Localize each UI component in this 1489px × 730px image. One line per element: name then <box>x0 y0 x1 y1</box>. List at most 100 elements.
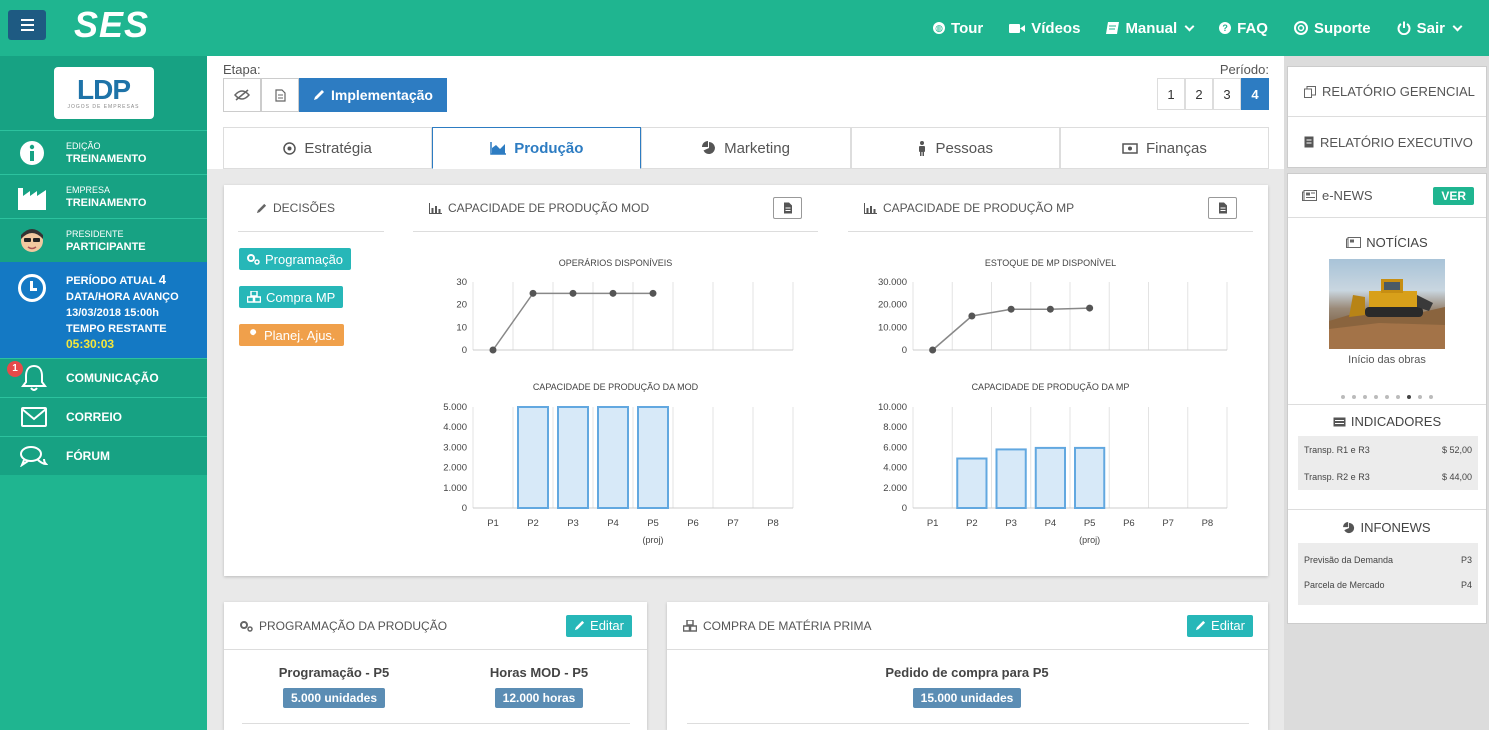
indicadores-header: INDICADORES <box>1288 414 1486 429</box>
news-image-bulldozer[interactable] <box>1329 259 1445 349</box>
compra-edit-button[interactable]: Editar <box>1187 614 1253 637</box>
sidebar-link-correio[interactable]: CORREIO <box>0 397 207 436</box>
chart-y-tick-label: 2.000 <box>883 483 907 494</box>
cogs-icon <box>247 254 260 265</box>
tab-estrategia[interactable]: Estratégia <box>223 127 433 168</box>
tab-pessoas[interactable]: Pessoas <box>850 127 1060 168</box>
infonews-header: INFONEWS <box>1288 520 1486 535</box>
video-icon <box>1009 23 1026 33</box>
chart-capacidade-mod-title: CAPACIDADE DE PRODUÇÃO DA MOD <box>532 382 699 392</box>
chart-bar <box>597 406 629 509</box>
chart-x-tick-label: P3 <box>567 518 579 529</box>
chart-bar <box>517 406 549 509</box>
chart-x-tick-label: P3 <box>1005 518 1017 529</box>
chart-y-tick-label: 10 <box>456 322 467 333</box>
period-label: PERÍODO ATUAL <box>66 275 156 287</box>
periodo-option-4[interactable]: 4 <box>1241 78 1269 110</box>
chart-x-tick-label: P5 <box>647 518 659 529</box>
indicadores-table: Transp. R1 e R3 $ 52,00 Transp. R2 e R3 $ … <box>1298 436 1478 490</box>
sidebar-link-comunicacao[interactable]: 1 COMUNICAÇÃO <box>0 358 207 397</box>
chart-x-tick-label: P4 <box>607 518 619 529</box>
periodo-option-2[interactable]: 2 <box>1185 78 1213 110</box>
etapa-active-label: Implementação <box>331 87 433 103</box>
infonews-value: P3 <box>1460 554 1472 565</box>
company-logo[interactable]: LDP JOGOS DE EMPRESAS <box>53 67 154 119</box>
carousel-dot[interactable] <box>1374 395 1378 399</box>
tab-marketing[interactable]: Marketing <box>641 127 851 168</box>
infonews-table: Previsão da Demanda P3 Parcela de Mercado… <box>1298 543 1478 605</box>
chart-y-tick-label: 2.000 <box>443 463 467 474</box>
chart-x-tick-label: P7 <box>727 518 739 529</box>
infonews-label: Parcela de Mercado <box>1304 579 1385 590</box>
chart-mp-document-button[interactable] <box>1208 197 1237 219</box>
programacao-button[interactable]: Programação <box>239 248 352 270</box>
carousel-dot[interactable] <box>1352 395 1356 399</box>
nav-faq[interactable]: ? FAQ <box>1219 20 1268 37</box>
horas-mod-label: Horas MOD - P5 <box>489 665 589 680</box>
chart-y-tick-label: 0 <box>462 503 467 514</box>
top-bar: SES ◍ Tour Vídeos Manual ? FAQ Suporte S… <box>0 0 1489 56</box>
chart-x-tick-label: P6 <box>1123 518 1135 529</box>
decisoes-title: DECISÕES <box>273 201 336 215</box>
bar-chart-icon <box>429 202 442 214</box>
planej-ajus-button[interactable]: Planej. Ajus. <box>239 324 344 346</box>
nav-suporte[interactable]: Suporte <box>1293 20 1371 37</box>
pedido-compra-stat: Pedido de compra para P5 15.000 unidades <box>817 665 1117 708</box>
tab-estrategia-label: Estratégia <box>304 139 372 157</box>
period-box: PERÍODO ATUAL 4 DATA/HORA AVANÇO 13/03/2… <box>0 262 207 358</box>
empresa-label: EMPRESA <box>66 184 111 195</box>
bar-chart-icon <box>864 202 877 214</box>
area-chart-icon <box>490 141 507 155</box>
chart-x-tick-label: P2 <box>966 518 978 529</box>
sidebar-link-forum[interactable]: FÓRUM <box>0 436 207 475</box>
carousel-dot[interactable] <box>1429 395 1433 399</box>
periodo-option-1[interactable]: 1 <box>1157 78 1185 110</box>
sidebar-edicao: EDIÇÃO TREINAMENTO <box>0 130 207 174</box>
carousel-dot[interactable] <box>1385 395 1389 399</box>
top-nav: ◍ Tour Vídeos Manual ? FAQ Suporte Sair <box>933 0 1463 56</box>
relatorio-executivo-link[interactable]: RELATÓRIO EXECUTIVO <box>1288 117 1486 167</box>
forum-label: FÓRUM <box>66 449 110 463</box>
programacao-edit-button[interactable]: Editar <box>566 614 632 637</box>
table-row: Previsão da Demanda P3 <box>1298 547 1478 572</box>
tab-producao[interactable]: Produção <box>432 127 642 169</box>
chart-y-tick-label: 6.000 <box>883 442 907 453</box>
chart-y-tick-label: 8.000 <box>883 422 907 433</box>
carousel-dot[interactable] <box>1341 395 1345 399</box>
periodo-option-3[interactable]: 3 <box>1213 78 1241 110</box>
chart-y-tick-label: 0 <box>902 503 907 514</box>
etapa-implementacao-button[interactable]: Implementação <box>299 78 447 112</box>
tab-financas[interactable]: Finanças <box>1059 127 1270 168</box>
etapa-document-button[interactable] <box>261 78 299 112</box>
chevron-down-icon <box>1184 21 1195 31</box>
chart-bar <box>1034 446 1066 509</box>
enews-box: e-NEWS VER NOTÍCIAS Início das obras <box>1287 173 1487 624</box>
carousel-dot[interactable] <box>1396 395 1400 399</box>
periodo-label: Período: <box>1219 62 1269 77</box>
chart-y-tick-label: 0 <box>462 345 467 356</box>
hamburger-menu-button[interactable] <box>8 10 46 40</box>
chart-point <box>609 289 617 297</box>
chart-mp-title: CAPACIDADE DE PRODUÇÃO MP <box>883 201 1075 215</box>
nav-sair[interactable]: Sair <box>1397 20 1463 37</box>
enews-ver-button[interactable]: VER <box>1433 186 1474 205</box>
etapa-hidden-button[interactable] <box>223 78 261 112</box>
nav-manual[interactable]: Manual <box>1106 20 1195 37</box>
chart-mod-document-button[interactable] <box>773 197 802 219</box>
app-brand[interactable]: SES <box>74 4 150 45</box>
tab-financas-label: Finanças <box>1145 139 1207 157</box>
relatorio-gerencial-link[interactable]: RELATÓRIO GERENCIAL <box>1288 67 1486 117</box>
nav-videos[interactable]: Vídeos <box>1009 20 1080 37</box>
document-icon <box>1304 136 1314 148</box>
carousel-dot[interactable] <box>1418 395 1422 399</box>
tab-marketing-label: Marketing <box>724 139 790 157</box>
news-caption: Início das obras <box>1348 354 1426 366</box>
chart-y-tick-label: 4.000 <box>883 463 907 474</box>
nav-tour[interactable]: ◍ Tour <box>933 20 983 37</box>
carousel-dot[interactable] <box>1363 395 1367 399</box>
chart-point <box>1046 305 1054 313</box>
sidebar-presidente: PRESIDENTE PARTICIPANTE <box>0 218 207 262</box>
chart-x-tick-label: P4 <box>1045 518 1057 529</box>
carousel-dot-active[interactable] <box>1407 395 1411 399</box>
compra-mp-button[interactable]: Compra MP <box>239 286 344 308</box>
